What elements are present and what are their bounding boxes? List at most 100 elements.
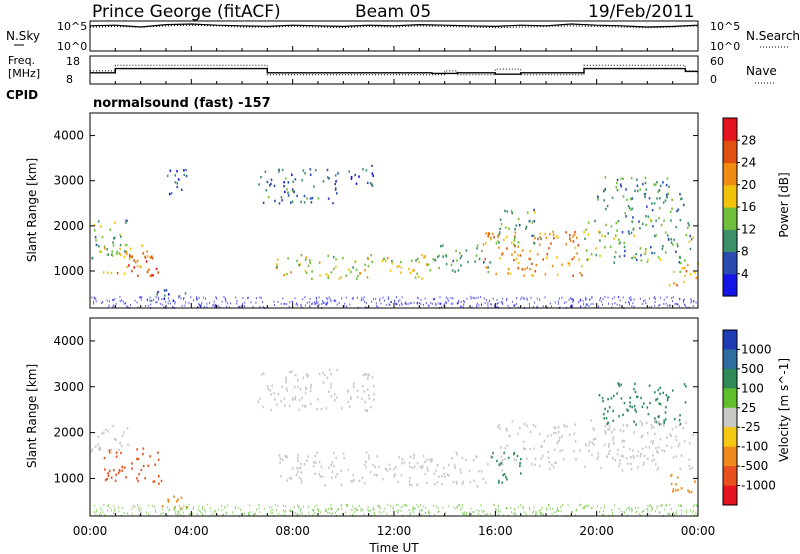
velocity-cell [97, 443, 99, 446]
power-cell [632, 216, 634, 219]
power-cell [567, 261, 569, 264]
ground-scatter-cell [118, 510, 120, 513]
ground-scatter-cell [379, 299, 381, 302]
power-cell [303, 194, 306, 198]
velocity-cell [294, 397, 296, 401]
power-cell [633, 255, 635, 258]
power-cell [507, 267, 510, 271]
ground-scatter-cell [243, 513, 245, 515]
ground-scatter-cell [274, 503, 276, 506]
ground-scatter-cell [383, 510, 385, 513]
velocity-cell [350, 397, 352, 400]
velocity-cell [270, 393, 272, 396]
power-cell [546, 252, 549, 256]
ground-scatter-cell [296, 512, 298, 515]
power-cell [145, 260, 148, 263]
velocity-y-tick-label: 4000 [53, 334, 84, 348]
velocity-cell [102, 431, 105, 434]
velocity-cell [551, 463, 553, 466]
power-cell [606, 204, 609, 208]
ground-scatter-cell [341, 512, 343, 515]
power-cell [615, 185, 618, 189]
ground-scatter-cell [681, 509, 683, 512]
velocity-cell [506, 444, 509, 447]
ground-scatter-cell [536, 305, 538, 308]
power-cell [529, 257, 531, 261]
ground-scatter-cell [586, 303, 588, 306]
velocity-cell [476, 485, 479, 488]
velocity-cell [526, 424, 528, 427]
velocity-cell [455, 480, 458, 484]
ground-scatter-cell [203, 296, 205, 299]
velocity-cell [137, 457, 140, 461]
power-cell [552, 230, 554, 233]
velocity-cell [306, 459, 308, 462]
velocity-cell [263, 372, 265, 375]
velocity-cell [603, 417, 605, 420]
ground-scatter-cell [108, 300, 110, 303]
power-cell [667, 238, 670, 241]
velocity-cell [655, 398, 657, 402]
velocity-cell [367, 388, 369, 391]
ground-scatter-cell [244, 305, 245, 308]
ground-scatter-cell [167, 302, 169, 305]
velocity-cell [685, 385, 687, 388]
power-cell [434, 259, 436, 262]
power-cell [533, 242, 536, 245]
ground-scatter-cell [575, 509, 577, 512]
velocity-cell [683, 439, 686, 443]
velocity-cell [682, 426, 685, 430]
ground-scatter-cell [397, 300, 399, 303]
ground-scatter-cell [696, 504, 698, 507]
velocity-cell [547, 456, 550, 459]
ground-scatter-cell [309, 304, 311, 307]
ground-scatter-cell [118, 506, 119, 509]
velocity-cell [534, 463, 536, 466]
ground-scatter-cell [213, 511, 215, 514]
ground-scatter-cell [658, 304, 660, 307]
ground-scatter-cell [439, 296, 441, 299]
power-cell [176, 182, 179, 185]
power-cell [102, 271, 105, 274]
velocity-cell [302, 376, 305, 380]
velocity-cell [669, 433, 671, 436]
velocity-cell [340, 469, 343, 472]
ground-scatter-cell [114, 508, 116, 510]
velocity-cell [408, 483, 411, 486]
ground-scatter-cell [156, 301, 158, 304]
noise-tick-bottom-right: 10^0 [710, 40, 740, 53]
power-cell [133, 259, 135, 262]
ground-scatter-cell [608, 302, 609, 305]
velocity-cell [297, 453, 299, 457]
velocity-cell [330, 372, 332, 376]
power-cell [534, 270, 537, 273]
velocity-cell [659, 403, 662, 406]
velocity-colorbar-tick-label: 25 [741, 401, 756, 415]
ground-scatter-cell [234, 506, 236, 508]
ground-scatter-cell [529, 305, 530, 308]
power-cell [350, 270, 352, 274]
velocity-cell [607, 428, 609, 431]
velocity-cell [634, 382, 636, 386]
velocity-cell [594, 437, 597, 440]
velocity-cell [688, 458, 690, 461]
power-cell [611, 196, 614, 199]
ground-scatter-cell [327, 508, 329, 510]
ground-scatter-cell [161, 303, 163, 306]
ground-scatter-cell [532, 512, 534, 515]
power-cell [514, 251, 516, 254]
ground-scatter-cell [183, 504, 185, 507]
power-cell [460, 254, 463, 258]
velocity-cell [520, 472, 522, 475]
ground-scatter-cell [630, 296, 632, 299]
ground-scatter-cell [351, 513, 353, 516]
velocity-cell [671, 389, 674, 392]
ground-scatter-cell [603, 504, 605, 507]
power-cell [355, 268, 358, 272]
velocity-cell [540, 457, 543, 460]
power-cell [628, 232, 631, 236]
velocity-cell [604, 430, 606, 433]
power-cell [284, 177, 287, 180]
power-cell [290, 271, 292, 274]
power-cell [332, 255, 335, 259]
